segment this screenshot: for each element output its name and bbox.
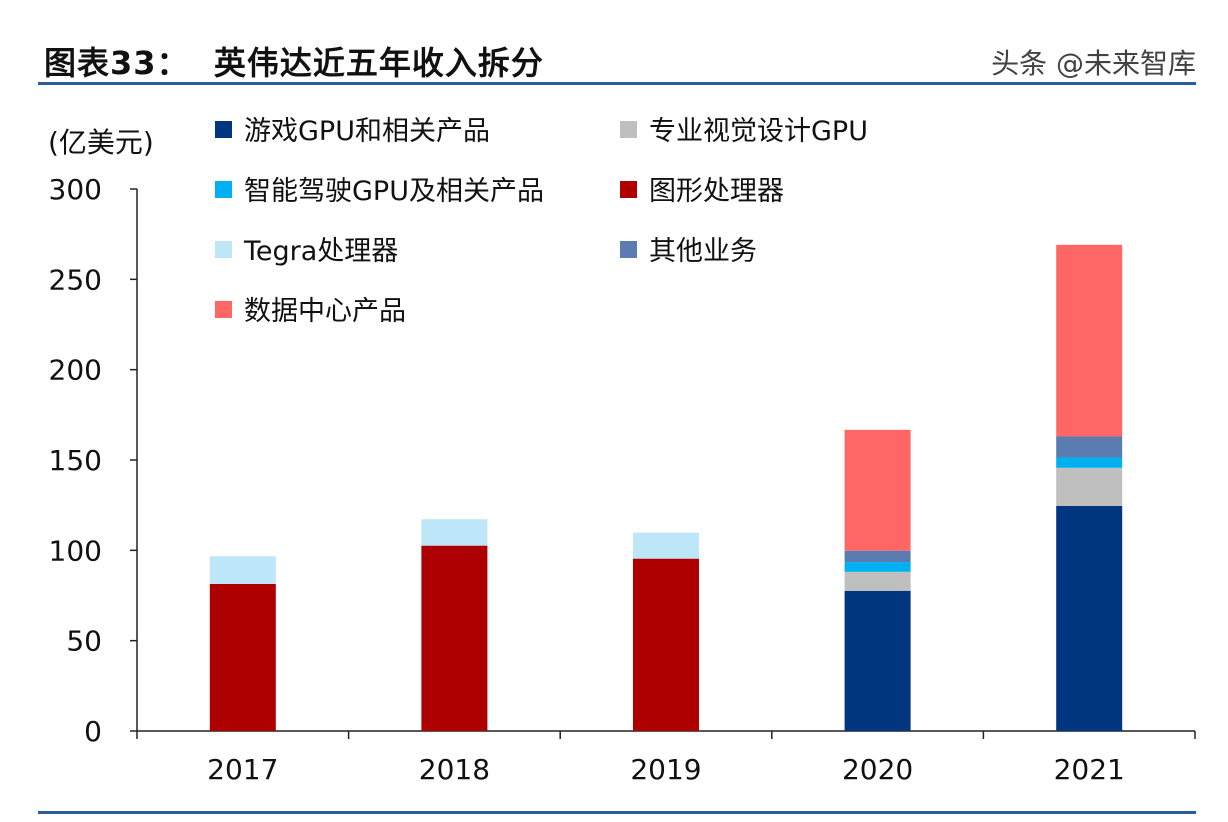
bar-segment <box>844 562 911 572</box>
legend-swatch <box>620 181 637 198</box>
bar-segment <box>1056 436 1123 458</box>
legend-swatch <box>620 121 637 138</box>
legend-swatch <box>620 241 637 258</box>
legend-label: 图形处理器 <box>649 176 784 207</box>
bar-segment <box>844 550 911 563</box>
bar-segment <box>633 558 699 731</box>
x-tick-label: 2020 <box>842 753 913 786</box>
x-tick-label: 2019 <box>630 753 701 786</box>
y-tick-label: 300 <box>49 173 102 206</box>
x-tick-label: 2018 <box>419 753 490 786</box>
legend-label: 智能驾驶GPU及相关产品 <box>244 176 544 207</box>
y-tick-label: 200 <box>49 354 102 387</box>
y-tick-label: 250 <box>49 263 102 296</box>
watermark: 头条 @未来智库 <box>991 47 1196 80</box>
legend-label: 专业视觉设计GPU <box>649 116 868 147</box>
bar-segment <box>844 590 911 731</box>
y-tick-label: 100 <box>49 534 102 567</box>
legend-swatch <box>215 181 232 198</box>
legend-label: 数据中心产品 <box>244 296 406 327</box>
bar-segment <box>421 545 488 731</box>
bottom-rule <box>38 811 1196 814</box>
y-tick-label: 0 <box>84 715 102 748</box>
legend-swatch <box>215 121 232 138</box>
y-tick-label: 150 <box>49 444 102 477</box>
bar-segment <box>1056 467 1123 506</box>
x-tick-label: 2021 <box>1054 753 1125 786</box>
bar-segment <box>844 429 911 551</box>
legend-swatch <box>215 241 232 258</box>
legend-label: Tegra处理器 <box>243 236 398 267</box>
top-rule <box>38 82 1196 85</box>
legend-label: 其他业务 <box>649 236 757 267</box>
bar-segment <box>1056 457 1123 468</box>
y-tick-label: 50 <box>66 625 102 658</box>
bar-segment <box>209 583 276 731</box>
x-tick-label: 2017 <box>207 753 278 786</box>
bar-segment <box>633 532 699 559</box>
bar-segment <box>209 556 276 584</box>
bar-segment <box>1056 505 1123 731</box>
bar-segment <box>421 519 488 546</box>
y-axis-label: (亿美元) <box>48 126 154 159</box>
bar-segment <box>1056 244 1123 437</box>
chart-title: 图表33： 英伟达近五年收入拆分 <box>44 44 544 82</box>
legend-label: 游戏GPU和相关产品 <box>244 116 490 147</box>
legend-swatch <box>215 301 232 318</box>
bar-segment <box>844 571 911 591</box>
